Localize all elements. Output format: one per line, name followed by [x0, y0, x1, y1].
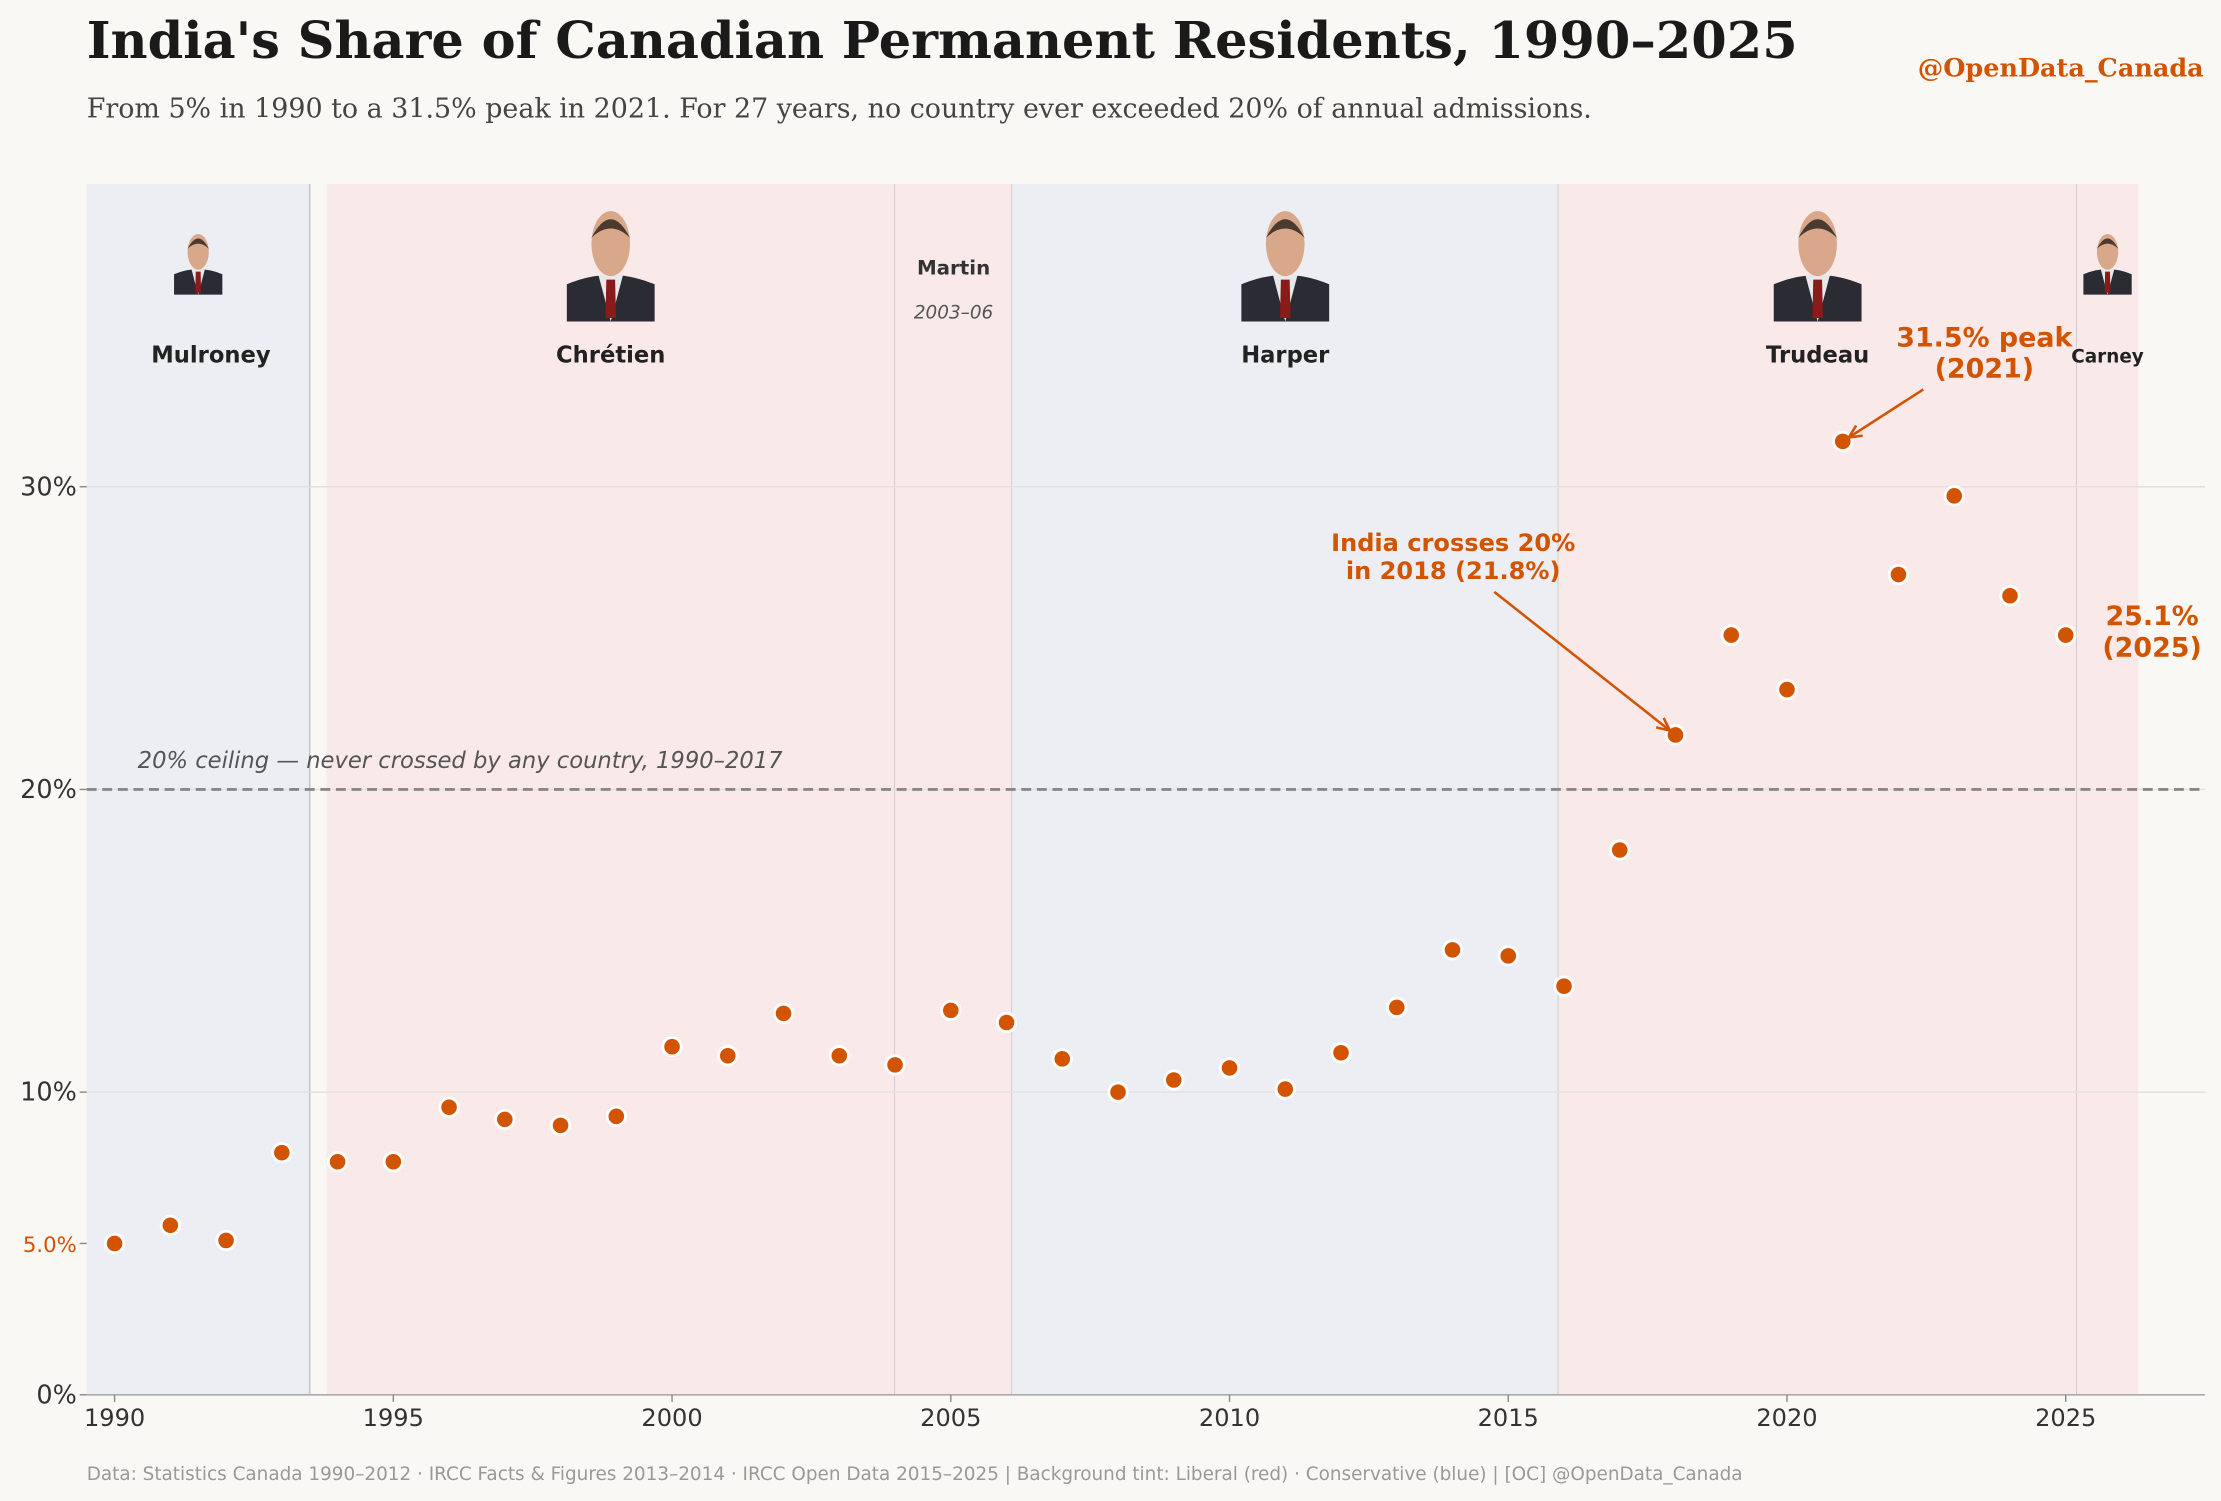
y-tick-label: 0% — [36, 1380, 76, 1410]
credit: @OpenData_Canada — [1918, 53, 2204, 83]
data-point — [1609, 839, 1631, 861]
era-years: 2003–06 — [914, 303, 993, 324]
y-tick-label: 10% — [20, 1078, 77, 1108]
x-tick-label: 2005 — [920, 1404, 981, 1432]
data-point — [1720, 624, 1742, 646]
portrait-tie — [605, 279, 616, 318]
era-label: Carney — [2071, 347, 2144, 368]
y-tick-label: 20% — [20, 775, 77, 805]
portrait-hair — [591, 219, 631, 238]
data-point — [1274, 1078, 1296, 1100]
portrait-hair — [1798, 219, 1837, 238]
plot: Mulroney Chrétien Martin 2003–06 Harper Trude… — [20, 211, 2206, 1432]
portrait-tie — [2104, 271, 2111, 293]
data-point — [1441, 939, 1464, 961]
portrait — [566, 211, 655, 322]
data-point — [1553, 975, 1575, 997]
portrait-hair — [2096, 238, 2119, 249]
data-point — [1832, 430, 1854, 452]
source-note: Data: Statistics Canada 1990–2012 · IRCC… — [87, 1464, 1743, 1485]
data-point — [717, 1045, 739, 1067]
y-tick-label: 30% — [20, 472, 77, 502]
annotation-text: 25.1% — [2105, 601, 2198, 632]
data-point — [159, 1214, 181, 1236]
data-point — [605, 1105, 627, 1127]
era-label: Harper — [1241, 343, 1330, 369]
data-point — [1887, 563, 1910, 586]
portrait-tie — [1280, 279, 1291, 318]
data-point — [884, 1054, 906, 1076]
data-point — [1943, 485, 1965, 507]
arrow-head — [1655, 717, 1673, 733]
x-tick-label: 1995 — [363, 1404, 424, 1432]
era-label: Mulroney — [151, 343, 271, 369]
x-tick-label: 2020 — [1756, 1404, 1817, 1432]
era-label: Martin — [917, 257, 990, 280]
portrait-hair — [1265, 219, 1305, 238]
data-point — [772, 1002, 795, 1025]
annotation-arrow — [1848, 388, 1924, 439]
y-tick-label: 5.0% — [23, 1233, 77, 1258]
portrait-tie — [1812, 279, 1823, 318]
portrait — [1773, 211, 1862, 322]
reference-label: 20% ceiling — never crossed by any count… — [138, 748, 783, 774]
annotation-text: 31.5% peak — [1896, 322, 2073, 353]
x-tick-label: 2000 — [641, 1404, 702, 1432]
annotation-text: (2025) — [2102, 632, 2201, 663]
data-point — [438, 1096, 460, 1118]
data-point — [1107, 1081, 1129, 1103]
data-point — [1051, 1048, 1073, 1070]
data-point — [494, 1108, 516, 1130]
portrait-tie — [195, 271, 202, 293]
data-point — [828, 1045, 850, 1067]
x-tick-label: 2025 — [2035, 1404, 2096, 1432]
annotation-text: India crosses 20% — [1331, 529, 1575, 557]
era-label: Chrétien — [556, 343, 665, 369]
chart-title: India's Share of Canadian Permanent Resi… — [87, 11, 1798, 71]
data-point — [382, 1151, 404, 1173]
x-tick-label: 2015 — [1478, 1404, 1539, 1432]
annotation-text: in 2018 (21.8%) — [1346, 557, 1561, 585]
data-point — [995, 1011, 1018, 1034]
portrait — [2083, 234, 2132, 295]
annotation-text: (2021) — [1935, 354, 2034, 385]
arrow-head — [1846, 424, 1863, 440]
data-point — [940, 999, 962, 1022]
annotation: India crosses 20%in 2018 (21.8%) — [1331, 529, 1673, 733]
data-point — [549, 1114, 572, 1137]
data-point — [1163, 1069, 1185, 1091]
annotation: 25.1%(2025) — [2102, 601, 2201, 663]
data-point — [271, 1142, 293, 1164]
data-point — [1330, 1042, 1352, 1064]
data-point — [215, 1229, 237, 1252]
subtitle: From 5% in 1990 to a 31.5% peak in 2021.… — [87, 94, 1592, 125]
data-point — [1497, 945, 1519, 967]
annotation-arrow — [1493, 590, 1671, 732]
portrait-hair — [187, 238, 209, 249]
data-point — [1218, 1057, 1241, 1079]
portrait — [1241, 211, 1330, 322]
data-point — [326, 1151, 349, 1173]
x-tick-label: 2010 — [1199, 1404, 1260, 1432]
annotation: 31.5% peak(2021) — [1846, 322, 2074, 440]
x-tick-label: 1990 — [84, 1404, 145, 1432]
data-point — [2055, 624, 2077, 646]
data-point — [1776, 678, 1798, 701]
data-point — [1386, 996, 1408, 1018]
data-point — [661, 1036, 683, 1058]
data-point — [1999, 585, 2021, 607]
era-label: Trudeau — [1766, 343, 1869, 369]
portrait — [174, 234, 223, 295]
data-point — [103, 1232, 126, 1255]
